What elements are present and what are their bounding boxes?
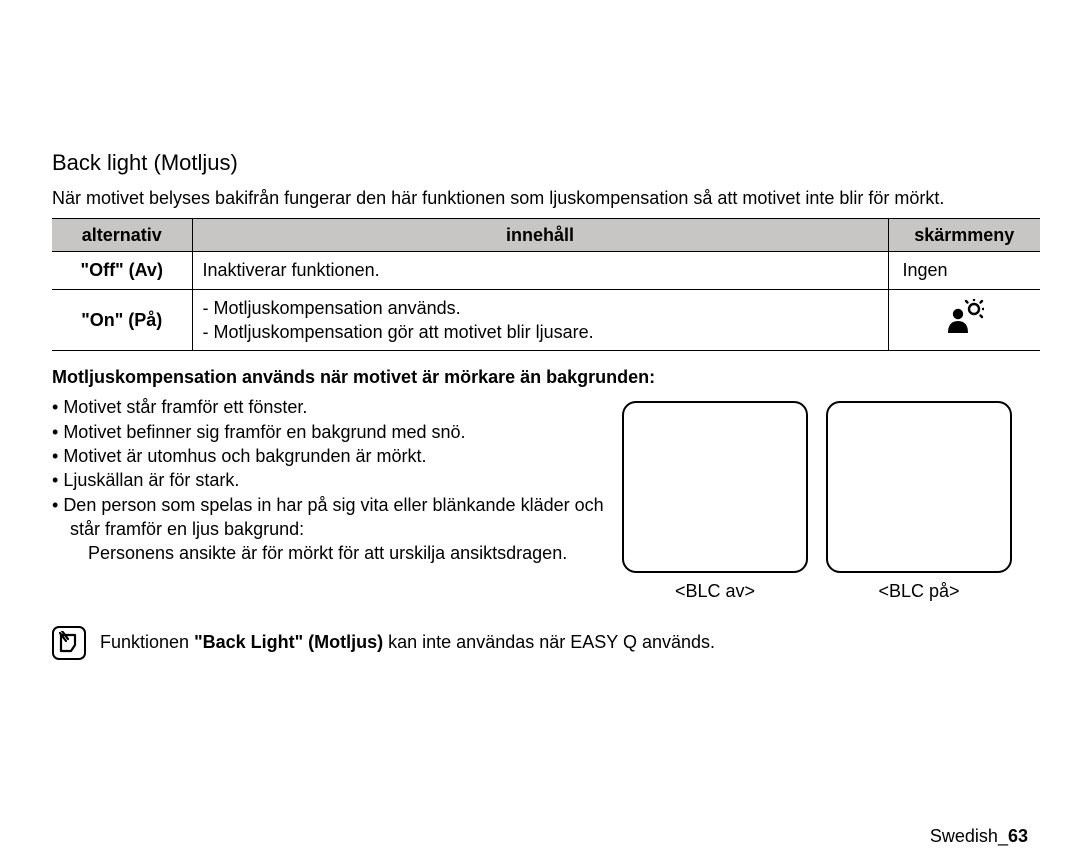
cell-option: "Off" (Av): [52, 252, 192, 289]
options-table: alternativ innehåll skärmmeny "Off" (Av)…: [52, 218, 1040, 351]
list-item: Den person som spelas in har på sig vita…: [52, 493, 612, 566]
footer-language: Swedish: [930, 826, 998, 846]
figure-placeholder: [622, 401, 808, 573]
col-header-skarmmeny: skärmmeny: [888, 218, 1040, 251]
page-number: 63: [1008, 826, 1028, 846]
list-item-sub: Personens ansikte är för mörkt för att u…: [70, 541, 612, 565]
list-item: Ljuskällan är för stark.: [52, 468, 612, 492]
backlight-icon: [944, 299, 984, 341]
table-row: "On" (På) - Motljuskompensation används.…: [52, 289, 1040, 351]
note-icon: [52, 626, 86, 660]
note-text: Funktionen "Back Light" (Motljus) kan in…: [100, 626, 715, 654]
list-item: Motivet befinner sig framför en bakgrund…: [52, 420, 612, 444]
figure-caption: <BLC på>: [826, 579, 1012, 603]
figure-blc-on: <BLC på>: [826, 401, 1012, 603]
col-header-innehall: innehåll: [192, 218, 888, 251]
section-title: Back light (Motljus): [52, 148, 1040, 178]
bullet-list: Motivet står framför ett fönster. Motive…: [52, 395, 612, 565]
page-footer: Swedish_63: [930, 824, 1028, 848]
table-row: "Off" (Av) Inaktiverar funktionen. Ingen: [52, 252, 1040, 289]
list-item: Motivet står framför ett fönster.: [52, 395, 612, 419]
subheading: Motljuskompensation används när motivet …: [52, 365, 1040, 389]
list-item: Motivet är utomhus och bakgrunden är mör…: [52, 444, 612, 468]
intro-text: När motivet belyses bakifrån fungerar de…: [52, 186, 1040, 210]
cell-screenmenu: Ingen: [888, 252, 1040, 289]
col-header-alternativ: alternativ: [52, 218, 192, 251]
cell-content: - Motljuskompensation används. - Motljus…: [192, 289, 888, 351]
figure-caption: <BLC av>: [622, 579, 808, 603]
manual-page: Back light (Motljus) När motivet belyses…: [52, 148, 1040, 660]
cell-content: Inaktiverar funktionen.: [192, 252, 888, 289]
cell-screenmenu: [888, 289, 1040, 351]
figure-placeholder: [826, 401, 1012, 573]
figure-blc-off: <BLC av>: [622, 401, 808, 603]
figures: <BLC av> <BLC på>: [612, 395, 1012, 603]
note: Funktionen "Back Light" (Motljus) kan in…: [52, 626, 1040, 660]
cell-option: "On" (På): [52, 289, 192, 351]
